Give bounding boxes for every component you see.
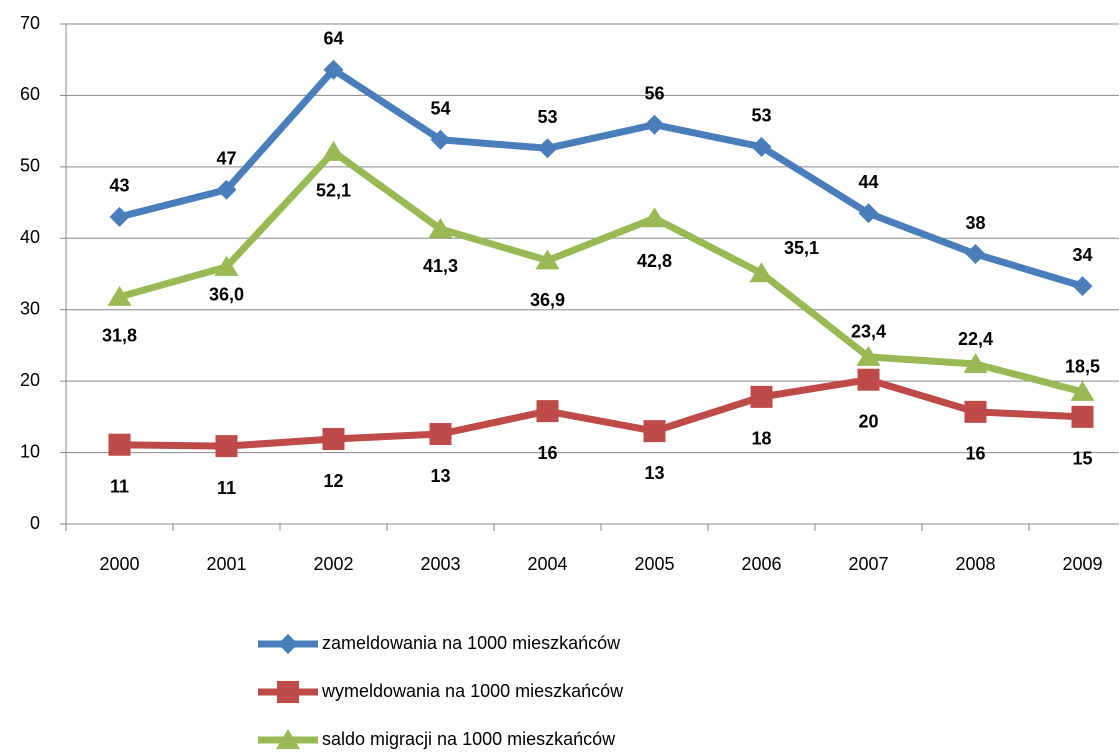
marker — [429, 423, 452, 445]
data-label: 11 — [110, 476, 129, 496]
y-tick-label: 20 — [20, 370, 40, 390]
data-label: 36,0 — [209, 285, 244, 305]
data-label: 13 — [644, 463, 664, 483]
y-tick-label: 40 — [20, 227, 40, 247]
legend-label: wymeldowania na 1000 mieszkańców — [321, 681, 624, 701]
marker — [1071, 405, 1094, 428]
marker — [535, 249, 560, 270]
marker — [430, 129, 451, 150]
y-tick-label: 30 — [20, 298, 40, 318]
data-label: 64 — [323, 28, 343, 48]
marker — [750, 385, 773, 408]
data-label: 54 — [430, 98, 450, 118]
series-line — [118, 148, 1084, 396]
data-label: 23,4 — [851, 322, 886, 342]
legend-label: saldo migracji na 1000 mieszkańców — [322, 729, 616, 749]
data-label: 11 — [217, 478, 236, 498]
x-tick-label: 2007 — [848, 554, 888, 574]
marker — [278, 634, 298, 654]
x-tick-label: 2005 — [634, 554, 674, 574]
x-tick-label: 2006 — [741, 554, 781, 574]
x-tick-label: 2002 — [313, 554, 353, 574]
marker — [858, 203, 879, 224]
marker — [643, 420, 666, 443]
data-label: 38 — [965, 213, 985, 233]
marker — [537, 138, 558, 159]
marker — [109, 206, 130, 227]
x-tick-label: 2003 — [420, 554, 460, 574]
marker — [321, 140, 346, 161]
legend-label: zameldowania na 1000 mieszkańców — [322, 633, 621, 653]
data-label: 52,1 — [316, 181, 351, 201]
marker — [322, 428, 345, 450]
data-label: 13 — [430, 466, 450, 486]
data-label: 44 — [858, 172, 878, 192]
y-tick-label: 70 — [20, 13, 40, 33]
data-label: 18 — [751, 429, 771, 449]
data-label: 43 — [109, 176, 129, 196]
data-label: 15 — [1072, 449, 1092, 469]
marker — [965, 244, 986, 264]
data-label: 16 — [965, 444, 985, 464]
data-label: 20 — [858, 411, 878, 431]
data-label: 35,1 — [784, 238, 819, 258]
marker — [215, 435, 238, 458]
marker — [214, 255, 239, 276]
data-label: 22,4 — [958, 329, 993, 349]
x-tick-label: 2001 — [206, 554, 246, 574]
marker — [963, 353, 988, 373]
y-tick-label: 50 — [20, 156, 40, 176]
data-label: 34 — [1072, 245, 1092, 265]
marker — [216, 179, 237, 200]
marker — [751, 136, 772, 157]
marker — [277, 681, 299, 703]
marker — [1070, 380, 1095, 401]
data-label: 47 — [216, 148, 236, 168]
marker — [642, 207, 667, 228]
marker — [749, 262, 774, 283]
data-label: 36,9 — [530, 290, 565, 310]
marker — [428, 218, 453, 238]
x-tick-label: 2008 — [955, 554, 995, 574]
data-label: 42,8 — [637, 251, 672, 271]
data-label: 41,3 — [423, 256, 458, 276]
y-tick-label: 0 — [30, 513, 40, 533]
marker — [107, 285, 132, 306]
marker — [857, 368, 880, 391]
data-label: 12 — [323, 471, 343, 491]
marker — [323, 59, 344, 80]
data-label: 18,5 — [1065, 357, 1100, 377]
x-tick-label: 2000 — [99, 554, 139, 574]
data-label: 16 — [537, 443, 557, 463]
marker — [644, 114, 665, 135]
marker — [108, 433, 131, 456]
marker — [1072, 276, 1093, 297]
series-line — [119, 376, 1083, 450]
series-line — [118, 66, 1084, 290]
marker — [536, 400, 559, 423]
y-tick-label: 60 — [20, 84, 40, 104]
y-tick-label: 10 — [20, 441, 40, 461]
data-label: 53 — [751, 106, 771, 126]
marker — [964, 400, 987, 423]
x-tick-label: 2004 — [527, 554, 567, 574]
data-label: 56 — [644, 83, 664, 103]
marker — [856, 345, 881, 366]
x-tick-label: 2009 — [1062, 554, 1102, 574]
data-label: 53 — [537, 107, 557, 127]
data-label: 31,8 — [102, 326, 137, 346]
marker — [276, 729, 300, 749]
